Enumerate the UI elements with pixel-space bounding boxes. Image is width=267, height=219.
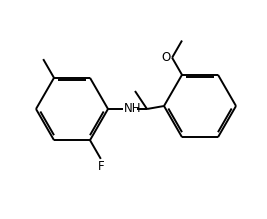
Text: F: F — [97, 160, 104, 173]
Text: NH: NH — [124, 102, 142, 115]
Text: O: O — [162, 51, 171, 64]
